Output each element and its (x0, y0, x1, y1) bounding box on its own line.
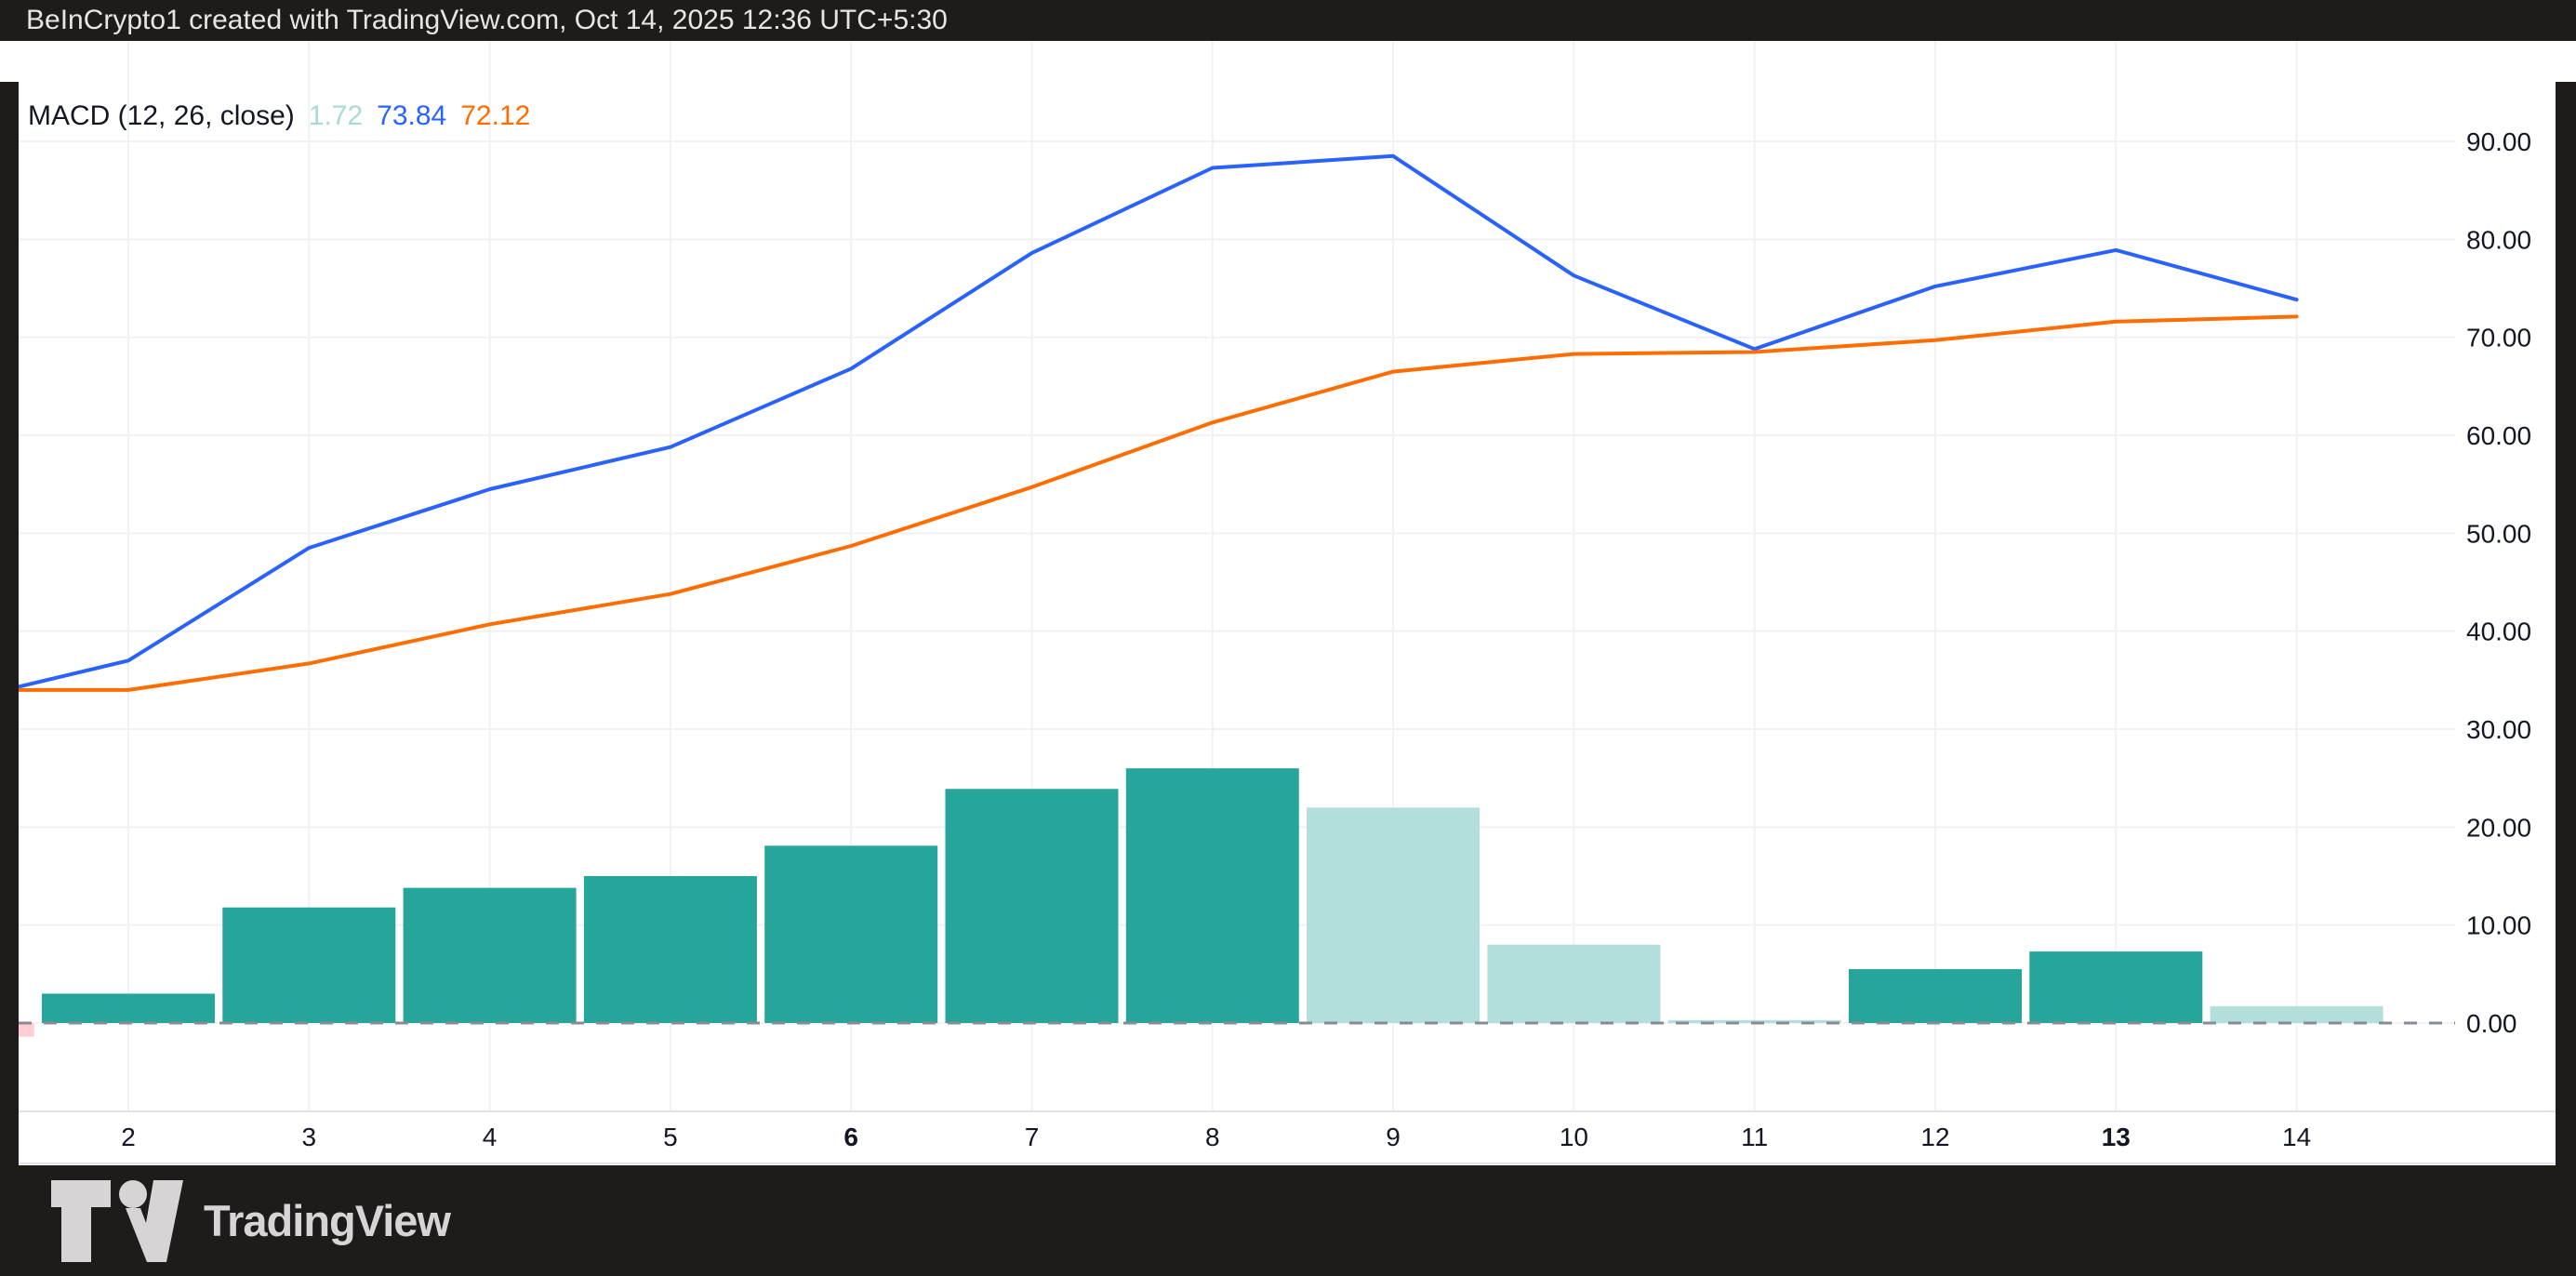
histogram-bar (42, 993, 215, 1023)
time-tick-label: 12 (1920, 1123, 1949, 1151)
price-tick-label: 30.00 (2466, 715, 2531, 744)
histogram-bar (1667, 1019, 1841, 1023)
chart-attribution-text: BeInCrypto1 created with TradingView.com… (26, 5, 948, 35)
price-tick-label: 70.00 (2466, 324, 2531, 352)
price-tick-label: 60.00 (2466, 421, 2531, 450)
price-tick-label: 20.00 (2466, 813, 2531, 842)
histogram-bar (2029, 951, 2203, 1023)
time-tick-label: 8 (1205, 1123, 1220, 1151)
macd-plot-surface[interactable]: 90.0080.0070.0060.0050.0040.0030.0020.00… (0, 41, 2576, 1165)
legend-macd-value: 73.84 (377, 100, 447, 131)
histogram-bar (222, 907, 396, 1023)
indicator-legend-label: MACD (12, 26, close) (28, 100, 295, 131)
top-bar: BeInCrypto1 created with TradingView.com… (0, 0, 2576, 41)
price-tick-label: 40.00 (2466, 618, 2531, 646)
time-tick-label: 3 (302, 1123, 317, 1151)
time-tick-label: 14 (2282, 1123, 2311, 1151)
time-tick-label: 10 (1560, 1123, 1588, 1151)
chart-pane: 90.00 80.00 70.00 60.00 50.00 40.00 30.00 20.00… (0, 41, 2576, 1206)
time-tick-label: 7 (1025, 1123, 1040, 1151)
time-tick-label: 4 (483, 1123, 498, 1151)
price-scale[interactable] (2455, 82, 2556, 1152)
time-tick-label: 2 (121, 1123, 136, 1151)
histogram-bar (945, 789, 1119, 1023)
legend-histogram-value: 1.72 (308, 100, 364, 131)
time-tick-label: 5 (663, 1123, 678, 1151)
price-tick-label: 90.00 (2466, 127, 2531, 156)
tradingview-logo-link[interactable]: TradingView (51, 1179, 451, 1262)
histogram-bar (1849, 969, 2022, 1023)
legend-signal-value: 72.12 (460, 100, 531, 131)
price-tick-label: 10.00 (2466, 911, 2531, 940)
right-edge-strip (2556, 82, 2576, 1206)
time-tick-label: 9 (1386, 1123, 1401, 1151)
price-tick-label: 50.00 (2466, 519, 2531, 548)
histogram-bar (403, 887, 577, 1023)
time-tick-label: 6 (843, 1123, 858, 1151)
macd-line (0, 153, 2299, 694)
time-tick-label: 13 (2102, 1123, 2131, 1151)
indicator-legend[interactable]: MACD (12, 26, close) 1.72 73.84 72.12 (28, 100, 530, 132)
histogram-bar (1125, 768, 1299, 1023)
price-tick-label: 0.00 (2466, 1009, 2517, 1038)
tradingview-wordmark: TradingView (204, 1196, 451, 1245)
time-tick-label: 11 (1741, 1123, 1768, 1151)
signal-line (0, 314, 2299, 692)
left-edge-strip (0, 82, 19, 1206)
histogram-bar (2210, 1005, 2383, 1023)
price-tick-label: 80.00 (2466, 225, 2531, 254)
histogram-bar (1307, 807, 1481, 1023)
histogram-bar (1487, 944, 1661, 1023)
histogram-bar (583, 876, 757, 1023)
footer-bar: TradingView (0, 1165, 2576, 1276)
tradingview-logo-icon (51, 1179, 183, 1262)
histogram-bar (764, 845, 938, 1023)
